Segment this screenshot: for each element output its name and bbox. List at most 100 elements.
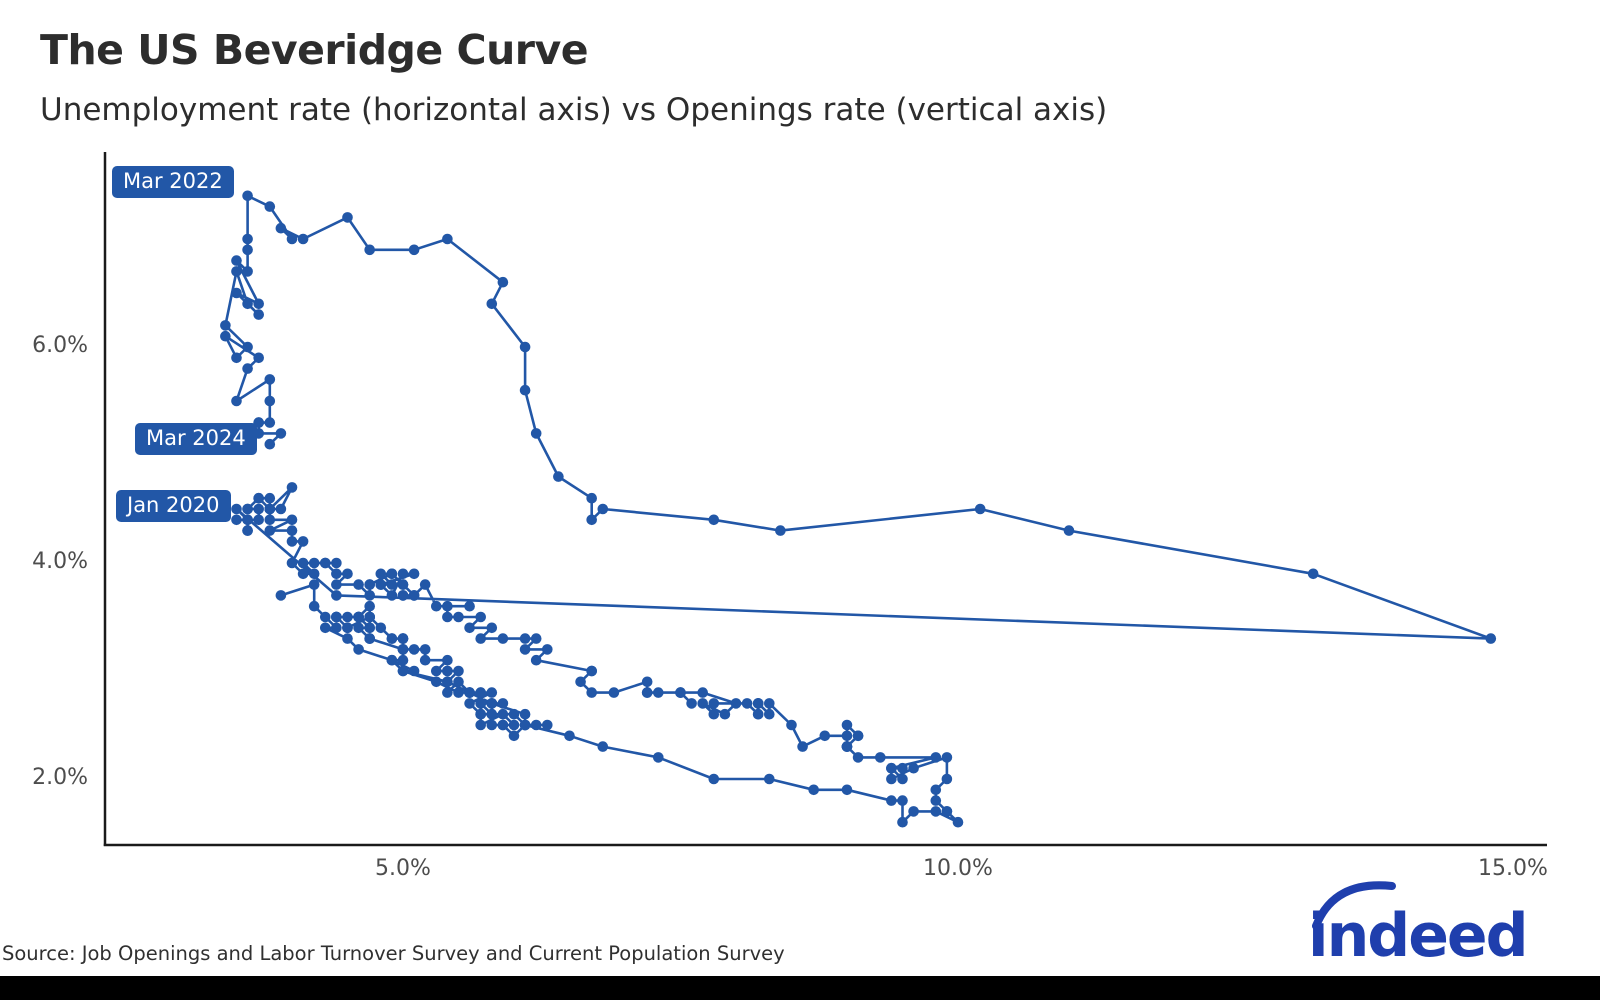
data-point-2009-05	[886, 795, 897, 806]
data-point-2008-03	[408, 665, 420, 677]
data-point-2020-03	[331, 590, 342, 601]
data-point-2001-07	[353, 644, 364, 655]
data-point-2018-07	[264, 514, 276, 526]
data-point-2021-05	[486, 298, 498, 310]
data-point-2015-02	[453, 611, 464, 623]
data-point-2018-04	[286, 525, 298, 536]
data-point-2013-06	[675, 687, 686, 698]
data-point-2021-03	[519, 384, 531, 396]
x-tick-5.0%: 5.0%	[375, 856, 431, 881]
data-point-2011-09	[841, 730, 853, 742]
data-point-2008-12	[653, 752, 664, 763]
data-point-2005-02	[442, 654, 453, 666]
page-title: The US Beveridge Curve	[40, 26, 589, 74]
data-point-2008-04	[397, 665, 409, 677]
data-point-2008-07	[486, 698, 498, 709]
data-point-2009-03	[808, 784, 819, 796]
data-point-2022-11	[242, 298, 253, 310]
data-point-2012-07	[752, 708, 764, 720]
data-point-2012-12	[719, 708, 731, 720]
data-point-2002-10	[475, 719, 487, 731]
data-point-2017-07	[320, 557, 331, 569]
data-point-2003-11	[486, 708, 498, 720]
data-point-2019-04	[253, 492, 264, 504]
data-point-2009-10	[952, 816, 964, 828]
data-point-2023-06	[242, 363, 253, 374]
data-point-2017-03	[331, 579, 342, 590]
data-point-2018-03	[286, 536, 298, 547]
data-point-2007-08	[353, 622, 364, 634]
data-point-2004-08	[442, 687, 453, 698]
data-point-2010-03	[941, 773, 953, 785]
data-point-2010-02	[930, 784, 942, 796]
data-point-2011-01	[852, 752, 864, 763]
data-point-2001-06	[342, 633, 353, 644]
data-point-2021-12	[275, 222, 287, 234]
data-point-2020-10	[597, 503, 609, 515]
data-point-2004-02	[464, 698, 475, 709]
data-point-2016-03	[397, 568, 409, 580]
data-point-2001-10	[431, 676, 442, 688]
data-point-2017-02	[353, 579, 364, 590]
data-point-2017-05	[331, 568, 342, 580]
data-point-2012-01	[764, 698, 775, 709]
indeed-logo-arc	[1312, 881, 1396, 930]
data-point-2022-05	[242, 244, 253, 256]
indeed-logo: indeed	[1308, 881, 1529, 968]
data-point-2008-08	[519, 708, 531, 720]
data-point-2005-05	[408, 644, 420, 655]
data-point-2013-07	[653, 687, 664, 698]
data-point-2022-04	[242, 233, 253, 245]
data-point-2018-01	[286, 557, 298, 569]
data-point-2020-08	[775, 525, 786, 536]
data-point-2012-06	[752, 698, 764, 709]
data-point-2007-07	[364, 622, 376, 634]
data-point-2011-11	[797, 741, 808, 752]
data-point-2005-01	[431, 665, 442, 677]
indeed-logo-text: indeed	[1308, 901, 1527, 968]
data-point-2010-04	[941, 752, 953, 763]
data-point-2008-01	[397, 654, 409, 666]
data-point-2016-12	[364, 579, 376, 590]
data-point-2019-07	[253, 503, 264, 515]
data-point-2019-03	[264, 503, 276, 515]
data-point-2019-01	[286, 482, 298, 493]
data-point-2007-02	[342, 611, 353, 623]
data-point-2022-10	[253, 309, 264, 320]
data-point-2021-09	[364, 244, 376, 256]
data-point-2013-01	[730, 698, 742, 709]
data-point-2022-06	[242, 266, 253, 277]
data-point-2017-11	[308, 568, 320, 580]
data-point-2005-04	[419, 644, 431, 655]
x-tick-10.0%: 10.0%	[923, 856, 993, 881]
data-point-2002-11	[497, 708, 509, 720]
data-point-2023-03	[231, 352, 242, 364]
data-point-2001-05	[320, 622, 331, 634]
data-point-2013-02	[697, 687, 708, 698]
data-point-2009-01	[708, 773, 720, 785]
data-point-2016-07	[375, 568, 387, 580]
data-point-2001-01	[308, 579, 320, 590]
data-point-2015-06	[431, 600, 442, 612]
data-point-2006-04	[364, 600, 376, 612]
data-point-2009-08	[908, 806, 919, 817]
data-point-2012-02	[764, 708, 775, 720]
y-tick-6.0%: 6.0%	[32, 333, 88, 358]
annotation-jan-2020: Jan 2020	[116, 490, 231, 522]
data-point-2001-04	[331, 622, 342, 634]
data-point-2007-12	[397, 644, 409, 655]
beveridge-curve-path	[224, 194, 1493, 824]
data-point-2014-10	[475, 633, 487, 644]
y-tick-2.0%: 2.0%	[32, 765, 88, 790]
data-point-2022-09	[231, 287, 242, 299]
data-point-2014-11	[486, 622, 498, 634]
data-point-2018-02	[297, 536, 309, 547]
data-point-2007-06	[353, 611, 364, 623]
data-point-2023-01	[220, 320, 231, 331]
data-point-2013-12	[586, 687, 597, 698]
data-point-2013-11	[608, 687, 620, 698]
data-point-2010-01	[930, 795, 942, 806]
data-point-2012-08	[741, 698, 753, 709]
data-point-2007-04	[342, 622, 353, 634]
data-point-2024-02	[275, 428, 287, 439]
